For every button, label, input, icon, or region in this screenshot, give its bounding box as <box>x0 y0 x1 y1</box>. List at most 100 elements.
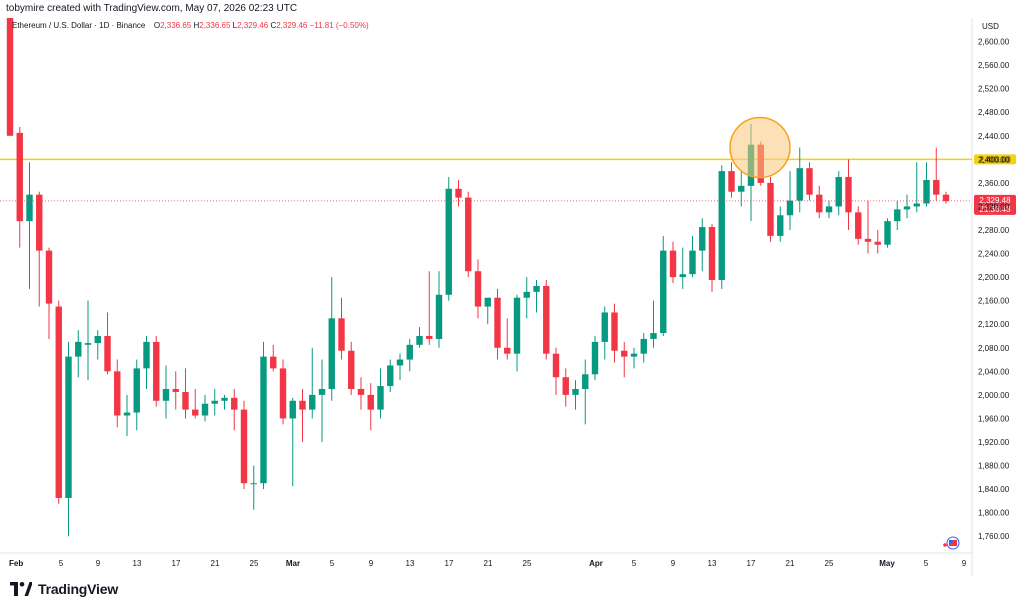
low-value: 2,329.46 <box>237 21 269 30</box>
y-tick-label: 1,760.00 <box>978 532 1010 541</box>
x-tick-label: 21 <box>211 559 220 568</box>
candle-down <box>942 194 950 202</box>
candle-up <box>211 400 218 404</box>
y-tick-label: 2,160.00 <box>978 297 1010 306</box>
y-tick-label: 2,600.00 <box>978 38 1010 47</box>
candle-down <box>933 179 940 195</box>
candle-up <box>679 274 686 278</box>
x-tick-label: 17 <box>172 559 181 568</box>
candle-down <box>357 389 365 395</box>
candle-up <box>894 209 901 222</box>
y-tick-label: 1,840.00 <box>978 485 1010 494</box>
candle-down <box>182 391 189 410</box>
candle-up <box>738 185 745 192</box>
candle-down <box>426 336 433 339</box>
y-tick-label: 1,960.00 <box>978 414 1010 423</box>
y-tick-label: 2,200.00 <box>978 273 1010 282</box>
candle-down <box>543 285 550 354</box>
candle-down <box>874 241 881 245</box>
x-tick-label: 5 <box>924 559 929 568</box>
y-tick-label: 2,080.00 <box>978 344 1010 353</box>
candle-down <box>6 18 14 136</box>
symbol-name: Ethereum / U.S. Dollar · 1D · Binance <box>12 21 146 30</box>
candle-up <box>309 394 316 410</box>
candle-down <box>845 177 852 213</box>
candle-up <box>825 206 833 213</box>
candle-up <box>718 171 725 281</box>
candle-down <box>367 394 374 410</box>
candle-down <box>504 347 511 354</box>
x-tick-label: 13 <box>133 559 142 568</box>
y-tick-label: 2,120.00 <box>978 320 1010 329</box>
candle-up <box>387 365 394 387</box>
x-tick-label: 21 <box>786 559 795 568</box>
candles-layer <box>6 18 950 537</box>
y-tick-label: 1,920.00 <box>978 438 1010 447</box>
candle-up <box>523 291 530 298</box>
candle-down <box>299 400 306 410</box>
candle-up <box>484 297 491 307</box>
x-tick-label: 17 <box>747 559 756 568</box>
candle-up <box>143 341 150 369</box>
candle-up <box>250 483 257 485</box>
x-tick-label: 9 <box>369 559 374 568</box>
candle-up <box>650 333 657 339</box>
candle-up <box>26 194 33 222</box>
candle-up <box>201 403 209 416</box>
candle-down <box>728 171 735 192</box>
high-label: H <box>193 21 200 30</box>
brand-name: TradingView <box>38 581 119 597</box>
x-tick-label: Feb <box>9 559 23 568</box>
candle-up <box>435 294 443 339</box>
candle-down <box>816 194 823 213</box>
x-tick-label: 13 <box>708 559 717 568</box>
x-tick-label: 25 <box>825 559 834 568</box>
candle-up <box>630 353 638 357</box>
price-axis[interactable]: 1,760.00 1,800.00 1,840.00 1,880.00 1,920.00… <box>978 38 1010 542</box>
y-tick-label: 2,440.00 <box>978 132 1010 141</box>
candle-up <box>533 285 540 292</box>
chart-pane[interactable]: 2,400.00 2,329.48 21:36:48 1,760.00 1,800.… <box>0 18 1024 576</box>
candle-up <box>65 356 72 498</box>
time-axis[interactable]: Feb 5 9 13 17 21 25 Mar 5 9 13 17 21 25 Apr 5 9 13 17 21 25 M… <box>9 559 967 568</box>
y-tick-label: 1,800.00 <box>978 509 1010 518</box>
candle-down <box>45 250 53 304</box>
candle-up <box>162 389 170 401</box>
x-tick-label: 9 <box>671 559 676 568</box>
candle-up <box>289 400 296 419</box>
candle-down <box>55 306 62 498</box>
candle-up <box>923 179 930 204</box>
candle-down <box>231 397 238 410</box>
candle-down <box>192 409 199 416</box>
candle-up <box>94 336 101 344</box>
change-value: −11.81 (−0.50%) <box>309 21 369 30</box>
candle-down <box>494 297 501 348</box>
price-level-line: 2,400.00 <box>0 154 1016 165</box>
x-tick-label: 21 <box>484 559 493 568</box>
tradingview-brand[interactable]: TradingView <box>10 581 118 597</box>
y-tick-label: 2,560.00 <box>978 61 1010 70</box>
candle-up <box>84 343 92 345</box>
candle-down <box>36 194 43 251</box>
candle-down <box>172 389 179 392</box>
candle-up <box>513 297 521 354</box>
candle-down <box>104 336 111 372</box>
candle-up <box>221 397 228 401</box>
event-flag-icon <box>943 536 960 550</box>
candle-down <box>16 132 23 222</box>
candle-down <box>562 377 569 395</box>
candle-up <box>601 312 608 342</box>
x-tick-label: May <box>879 559 895 568</box>
y-tick-label: 2,480.00 <box>978 108 1010 117</box>
candle-up <box>777 215 784 236</box>
last-price-tag <box>974 194 1016 215</box>
candle-up <box>582 374 589 389</box>
candle-down <box>611 312 618 351</box>
candle-up <box>123 412 131 416</box>
candle-up <box>328 318 335 389</box>
symbol-legend: Ethereum / U.S. Dollar · 1D · Binance O2… <box>12 21 369 30</box>
candle-up <box>913 203 920 207</box>
candle-up <box>445 188 452 295</box>
